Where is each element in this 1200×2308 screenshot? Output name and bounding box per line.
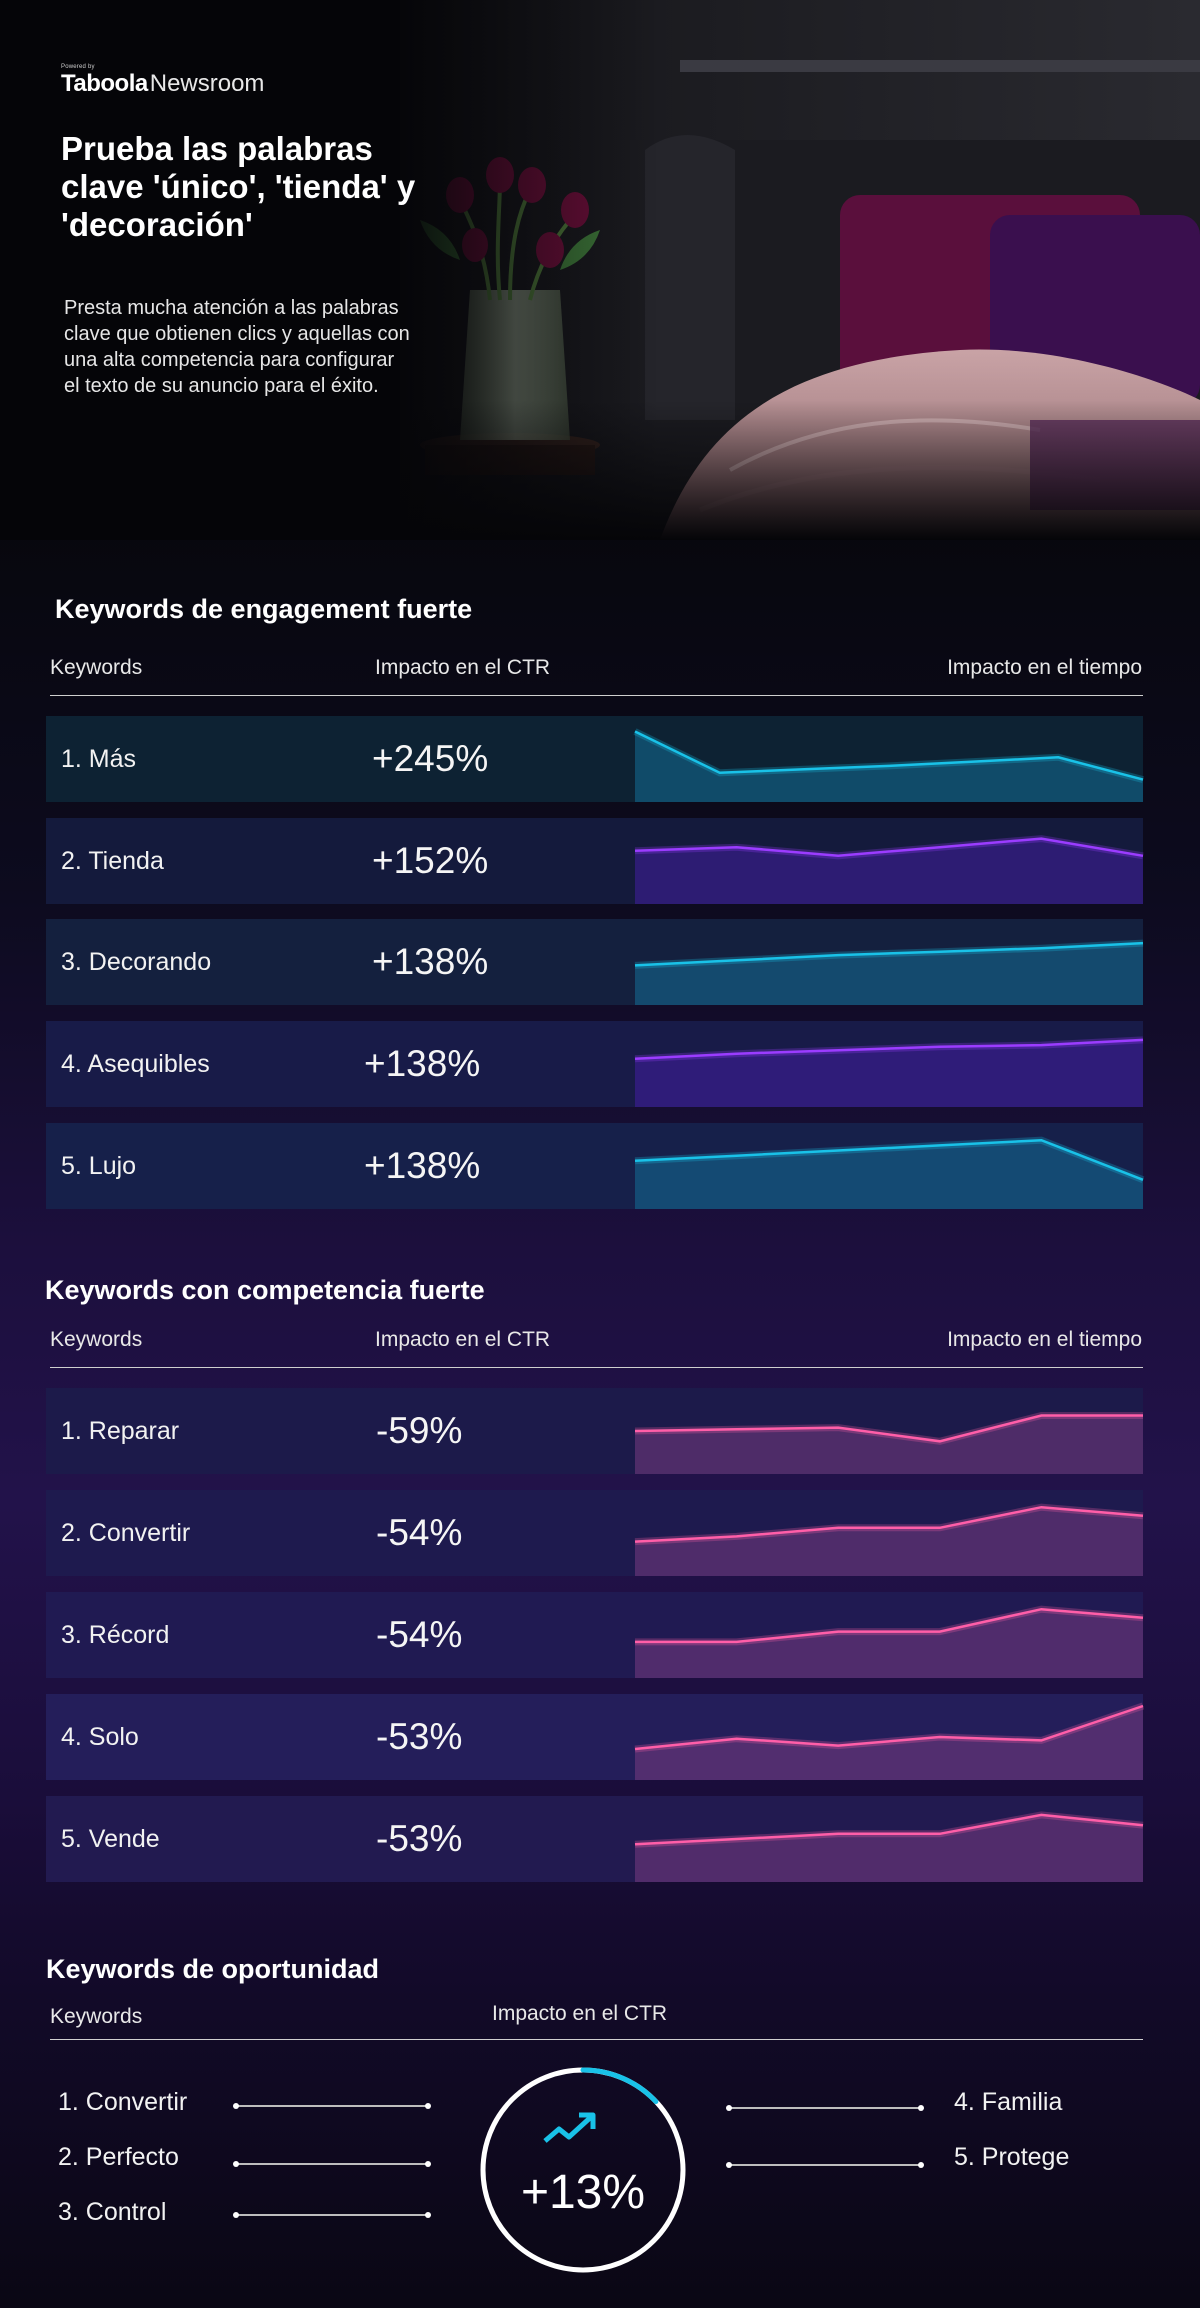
connector-line — [726, 2105, 924, 2111]
keyword-label: 3. Récord — [61, 1621, 170, 1649]
ctr-value: -53% — [376, 1818, 463, 1859]
trend-line — [634, 1704, 1144, 1751]
opportunity-item: 3. Control — [58, 2198, 167, 2226]
keyword-label: 2. Convertir — [61, 1519, 191, 1547]
trend-area — [635, 838, 1143, 904]
keyword-label: 2. Tienda — [61, 847, 164, 875]
trend-sparkline — [634, 1412, 1143, 1474]
ctr-value: -53% — [376, 1716, 463, 1757]
header-rule — [50, 1367, 1143, 1368]
trend-line — [635, 1607, 1144, 1644]
connector-line — [233, 2212, 431, 2218]
ctr-value: +138% — [364, 1145, 481, 1186]
keyword-label: 4. Asequibles — [61, 1050, 210, 1078]
opportunity-item: 1. Convertir — [58, 2088, 188, 2116]
keyword-label: 5. Vende — [61, 1825, 160, 1853]
trend-line — [634, 1038, 1144, 1061]
ctr-value: +245% — [372, 738, 489, 779]
trend-sparkline — [635, 1605, 1144, 1678]
col-keywords: Keywords — [50, 2005, 143, 2028]
hero: Powered by TaboolaNewsroom Prueba las pa… — [0, 0, 1200, 540]
keyword-label: 4. Solo — [61, 1723, 139, 1751]
trend-sparkline — [634, 939, 1144, 1005]
trend-sparkline — [634, 835, 1144, 904]
trend-up-icon — [543, 2112, 596, 2143]
trend-line — [634, 1414, 1143, 1443]
keyword-row: 5. Lujo +138% — [46, 1123, 1145, 1209]
ctr-value: -54% — [376, 1512, 463, 1553]
section-title-opportunity: Keywords de oportunidad — [46, 1954, 380, 1984]
trend-sparkline — [634, 1036, 1144, 1107]
opportunity-item: 2. Perfecto — [58, 2143, 179, 2171]
connector-line — [233, 2161, 431, 2167]
trend-sparkline — [634, 1702, 1145, 1780]
keyword-label: 1. Más — [61, 745, 137, 773]
trend-area — [635, 1814, 1143, 1882]
opportunity-item: 5. Protege — [954, 2143, 1070, 2171]
taboola-newsroom-logo: Powered by TaboolaNewsroom — [61, 64, 264, 98]
keyword-row: 2. Tienda +152% — [46, 818, 1144, 904]
ctr-value: +138% — [372, 941, 489, 982]
keyword-label: 5. Lujo — [61, 1152, 137, 1180]
trend-area — [635, 943, 1143, 1005]
col-ctr: Impacto en el CTR — [492, 2002, 668, 2025]
brand-name: Taboola — [61, 70, 148, 97]
keyword-row: 3. Récord -54% — [46, 1592, 1144, 1678]
keyword-row: 4. Solo -53% — [46, 1694, 1145, 1780]
trend-area — [635, 1140, 1143, 1209]
col-time: Impacto en el tiempo — [947, 656, 1142, 679]
trend-line — [634, 837, 1144, 858]
hero-fade-bottom — [0, 400, 1200, 540]
keyword-row: 4. Asequibles +138% — [46, 1021, 1144, 1107]
trend-area — [635, 1039, 1143, 1107]
keyword-row: 1. Más +245% — [46, 716, 1144, 802]
connector-line — [726, 2162, 924, 2168]
col-time: Impacto en el tiempo — [947, 1328, 1142, 1351]
trend-sparkline — [633, 728, 1144, 802]
keyword-row: 5. Vende -53% — [46, 1796, 1144, 1882]
trend-area — [635, 1507, 1143, 1576]
ctr-gauge — [480, 2067, 686, 2273]
section-title-engagement: Keywords de engagement fuerte — [55, 594, 473, 624]
section-title-competition: Keywords con competencia fuerte — [45, 1275, 485, 1305]
col-ctr: Impacto en el CTR — [375, 656, 551, 679]
opportunity-item: 4. Familia — [954, 2088, 1063, 2116]
ctr-gauge-value: +13% — [520, 2166, 646, 2219]
ctr-value: -54% — [376, 1614, 463, 1655]
col-ctr: Impacto en el CTR — [375, 1328, 551, 1351]
keyword-label: 1. Reparar — [61, 1417, 180, 1445]
trend-line — [634, 1505, 1144, 1543]
connector-line — [233, 2103, 431, 2109]
trend-line — [634, 1813, 1144, 1846]
keyword-label: 3. Decorando — [61, 948, 212, 976]
trend-area — [635, 1706, 1143, 1780]
page-title: Prueba las palabras clave 'único', 'tien… — [61, 130, 416, 243]
col-keywords: Keywords — [50, 1328, 143, 1351]
ctr-value: +152% — [372, 840, 489, 881]
product-name: Newsroom — [149, 70, 265, 97]
trend-area — [635, 1609, 1143, 1678]
trend-sparkline — [634, 1503, 1144, 1576]
trend-area — [635, 1415, 1143, 1474]
trend-line — [634, 730, 1144, 781]
trend-line — [634, 1138, 1144, 1181]
powered-by: Powered by — [61, 64, 95, 70]
trend-sparkline — [634, 1811, 1144, 1882]
header-rule — [50, 2039, 1143, 2040]
keyword-row: 1. Reparar -59% — [46, 1388, 1143, 1474]
keyword-row: 2. Convertir -54% — [46, 1490, 1144, 1576]
ctr-value: +138% — [364, 1043, 481, 1084]
ctr-value: -59% — [376, 1410, 463, 1451]
col-keywords: Keywords — [50, 656, 143, 679]
gauge-progress-arc — [580, 2067, 659, 2105]
trend-line — [634, 941, 1144, 967]
trend-sparkline — [634, 1136, 1145, 1209]
header-rule — [50, 695, 1143, 696]
intro-text: Presta mucha atención a las palabras cla… — [64, 297, 410, 397]
keyword-row: 3. Decorando +138% — [46, 919, 1144, 1005]
